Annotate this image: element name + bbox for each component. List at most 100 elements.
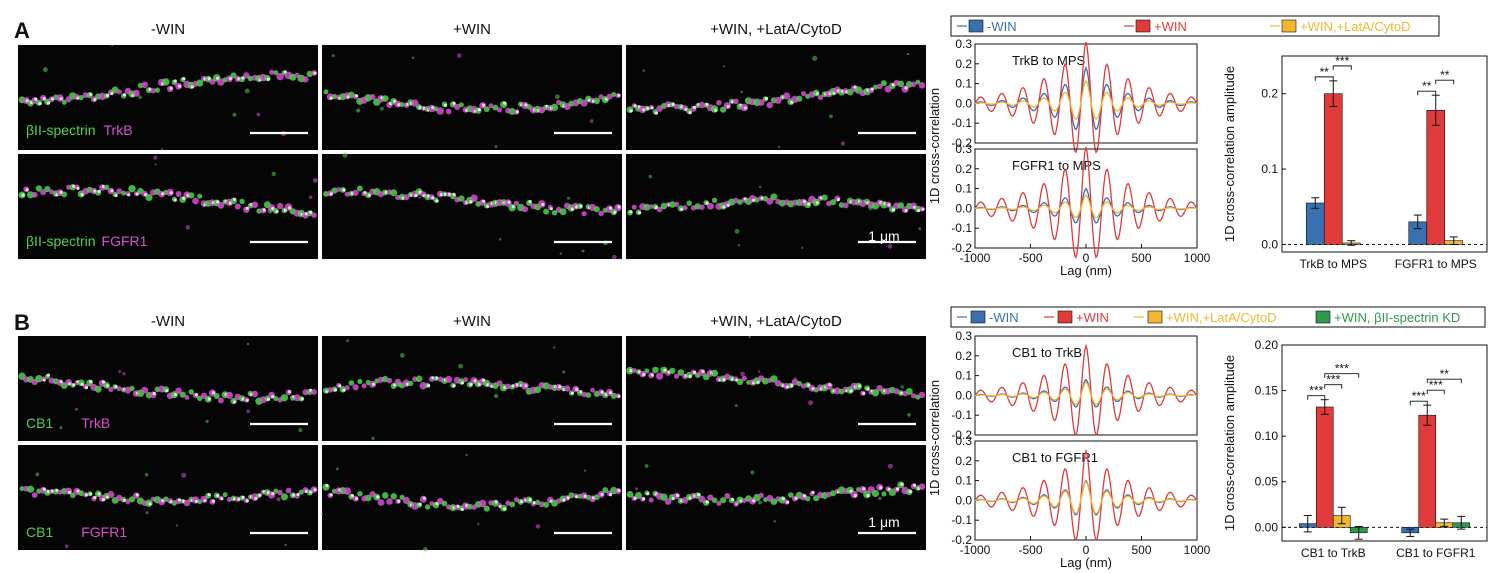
background-spot — [642, 69, 645, 72]
col-title-b-2: +WIN — [453, 313, 491, 330]
fluorescence-spot — [26, 191, 35, 199]
a-line-ytick-label: -0.2 — [951, 136, 972, 150]
background-spot — [644, 464, 649, 468]
fluorescence-spot — [256, 208, 262, 214]
background-spot — [35, 472, 40, 477]
fluorescence-spot — [407, 380, 414, 387]
colocalized-spot — [781, 497, 785, 501]
background-spot — [456, 53, 462, 58]
colocalized-spot — [617, 394, 621, 398]
colocalized-spot — [169, 191, 173, 195]
fluorescence-spot — [496, 380, 503, 387]
bar-chart-b: 0.20 0.15 0.10 0.05 0.00 CB1 to TrkB CB1 to FG… — [1222, 338, 1488, 560]
b-line-ylabel: 1D cross-correlation — [927, 380, 942, 496]
fluorescence-spot — [285, 487, 292, 494]
background-spot — [535, 524, 541, 529]
colocalized-spot — [101, 380, 105, 384]
fluorescence-spot — [163, 496, 169, 502]
fluorescence-spot — [611, 92, 617, 97]
colocalized-spot — [646, 492, 650, 496]
colocalized-spot — [642, 373, 646, 377]
colocalized-spot — [135, 493, 139, 497]
b-bar-category-label: CB1 to FGFR1 — [1396, 546, 1476, 560]
background-spot — [829, 114, 833, 119]
row-label-a2: βII-spectrin FGFR1 — [26, 233, 148, 249]
fluorescence-spot — [213, 393, 220, 399]
colocalized-spot — [68, 382, 72, 386]
fluorescence-spot — [538, 501, 545, 508]
b-line-ytick-label: -0.1 — [951, 513, 972, 527]
colocalized-spot — [216, 494, 220, 498]
a-line-subplot-frame-1 — [974, 43, 1198, 144]
fluorescence-spot — [302, 76, 309, 83]
fluorescence-spot — [724, 493, 731, 499]
background-spot — [331, 54, 335, 58]
background-spot — [418, 196, 421, 199]
background-spot — [371, 436, 375, 440]
colocalized-spot — [101, 498, 105, 502]
fluorescence-spot — [602, 487, 609, 494]
a-bar-sig-bracket — [1435, 79, 1455, 85]
b-bar-sig-bracket — [1426, 389, 1445, 395]
colocalized-spot — [891, 208, 896, 212]
b-line-ytick-label: 0.2 — [955, 454, 972, 468]
colocalized-spot — [68, 490, 72, 494]
colocalized-spot — [637, 211, 642, 215]
fluorescence-spot — [344, 385, 350, 391]
fluorescence-spot — [774, 380, 782, 387]
colocalized-spot — [182, 77, 186, 81]
a-bar-sig-bracket — [1332, 65, 1352, 70]
background-spot — [458, 363, 464, 369]
legend-b-label-3: +WIN,+LatA/CytoD — [1166, 310, 1277, 325]
fluorescence-spot — [513, 497, 520, 503]
fluorescence-spot — [897, 202, 905, 209]
colocalized-spot — [836, 197, 841, 202]
colocalized-spot — [300, 397, 304, 401]
line-chart-b: 0.3 0.2 0.1 0.0 -0.1 -0.2 CB1 to TrkB 0.3 0.2 0.1… — [927, 329, 1211, 570]
a-line-xtick-label: 500 — [1131, 251, 1151, 265]
a-line-series-1-sub1 — [974, 65, 1198, 131]
b-line-series-2-sub2 — [974, 448, 1198, 541]
label-magenta-b2: FGFR1 — [81, 524, 127, 540]
b-line-xtick-label: 1000 — [1184, 543, 1211, 557]
fluorescence-spot — [872, 84, 878, 90]
background-spot — [918, 227, 922, 231]
fluorescence-spot — [331, 187, 338, 194]
fluorescence-spot — [774, 96, 782, 104]
fluorescence-spot — [593, 97, 600, 105]
colocalized-spot — [76, 186, 80, 190]
background-spot — [494, 145, 498, 149]
fluorescence-spot — [441, 500, 448, 507]
colocalized-spot — [853, 494, 857, 498]
fluorescence-spot — [357, 378, 363, 385]
colocalized-spot — [896, 487, 900, 491]
a-line-ytick-label: 0.2 — [955, 57, 972, 71]
label-magenta-b1: TrkB — [81, 415, 110, 431]
fluorescence-spot — [280, 394, 289, 402]
fluorescence-spot — [733, 98, 739, 105]
colocalized-spot — [46, 101, 51, 105]
fluorescence-spot — [150, 88, 156, 94]
fluorescence-spot — [626, 491, 634, 498]
background-spot — [181, 472, 187, 478]
fluorescence-spot — [162, 78, 170, 86]
b-line-ytick-label: -0.2 — [951, 533, 972, 547]
colocalized-spot — [84, 386, 89, 390]
background-spot — [276, 497, 281, 502]
background-spot — [562, 370, 566, 374]
fluorescence-spot — [463, 377, 469, 383]
colocalized-spot — [629, 369, 633, 373]
fluorescence-spot — [706, 202, 714, 210]
colocalized-spot — [482, 103, 486, 107]
fluorescence-spot — [677, 369, 685, 376]
fluorescence-spot — [736, 378, 744, 386]
fluorescence-spot — [669, 201, 676, 208]
a-line-series-3-sub1 — [974, 79, 1198, 120]
colocalized-spot — [460, 381, 464, 385]
colocalized-spot — [541, 202, 545, 207]
background-spot — [477, 522, 480, 526]
colocalized-spot — [654, 111, 659, 115]
background-spot — [59, 426, 63, 430]
fluorescence-spot — [352, 384, 359, 391]
a-image-r1-c1 — [18, 44, 318, 151]
